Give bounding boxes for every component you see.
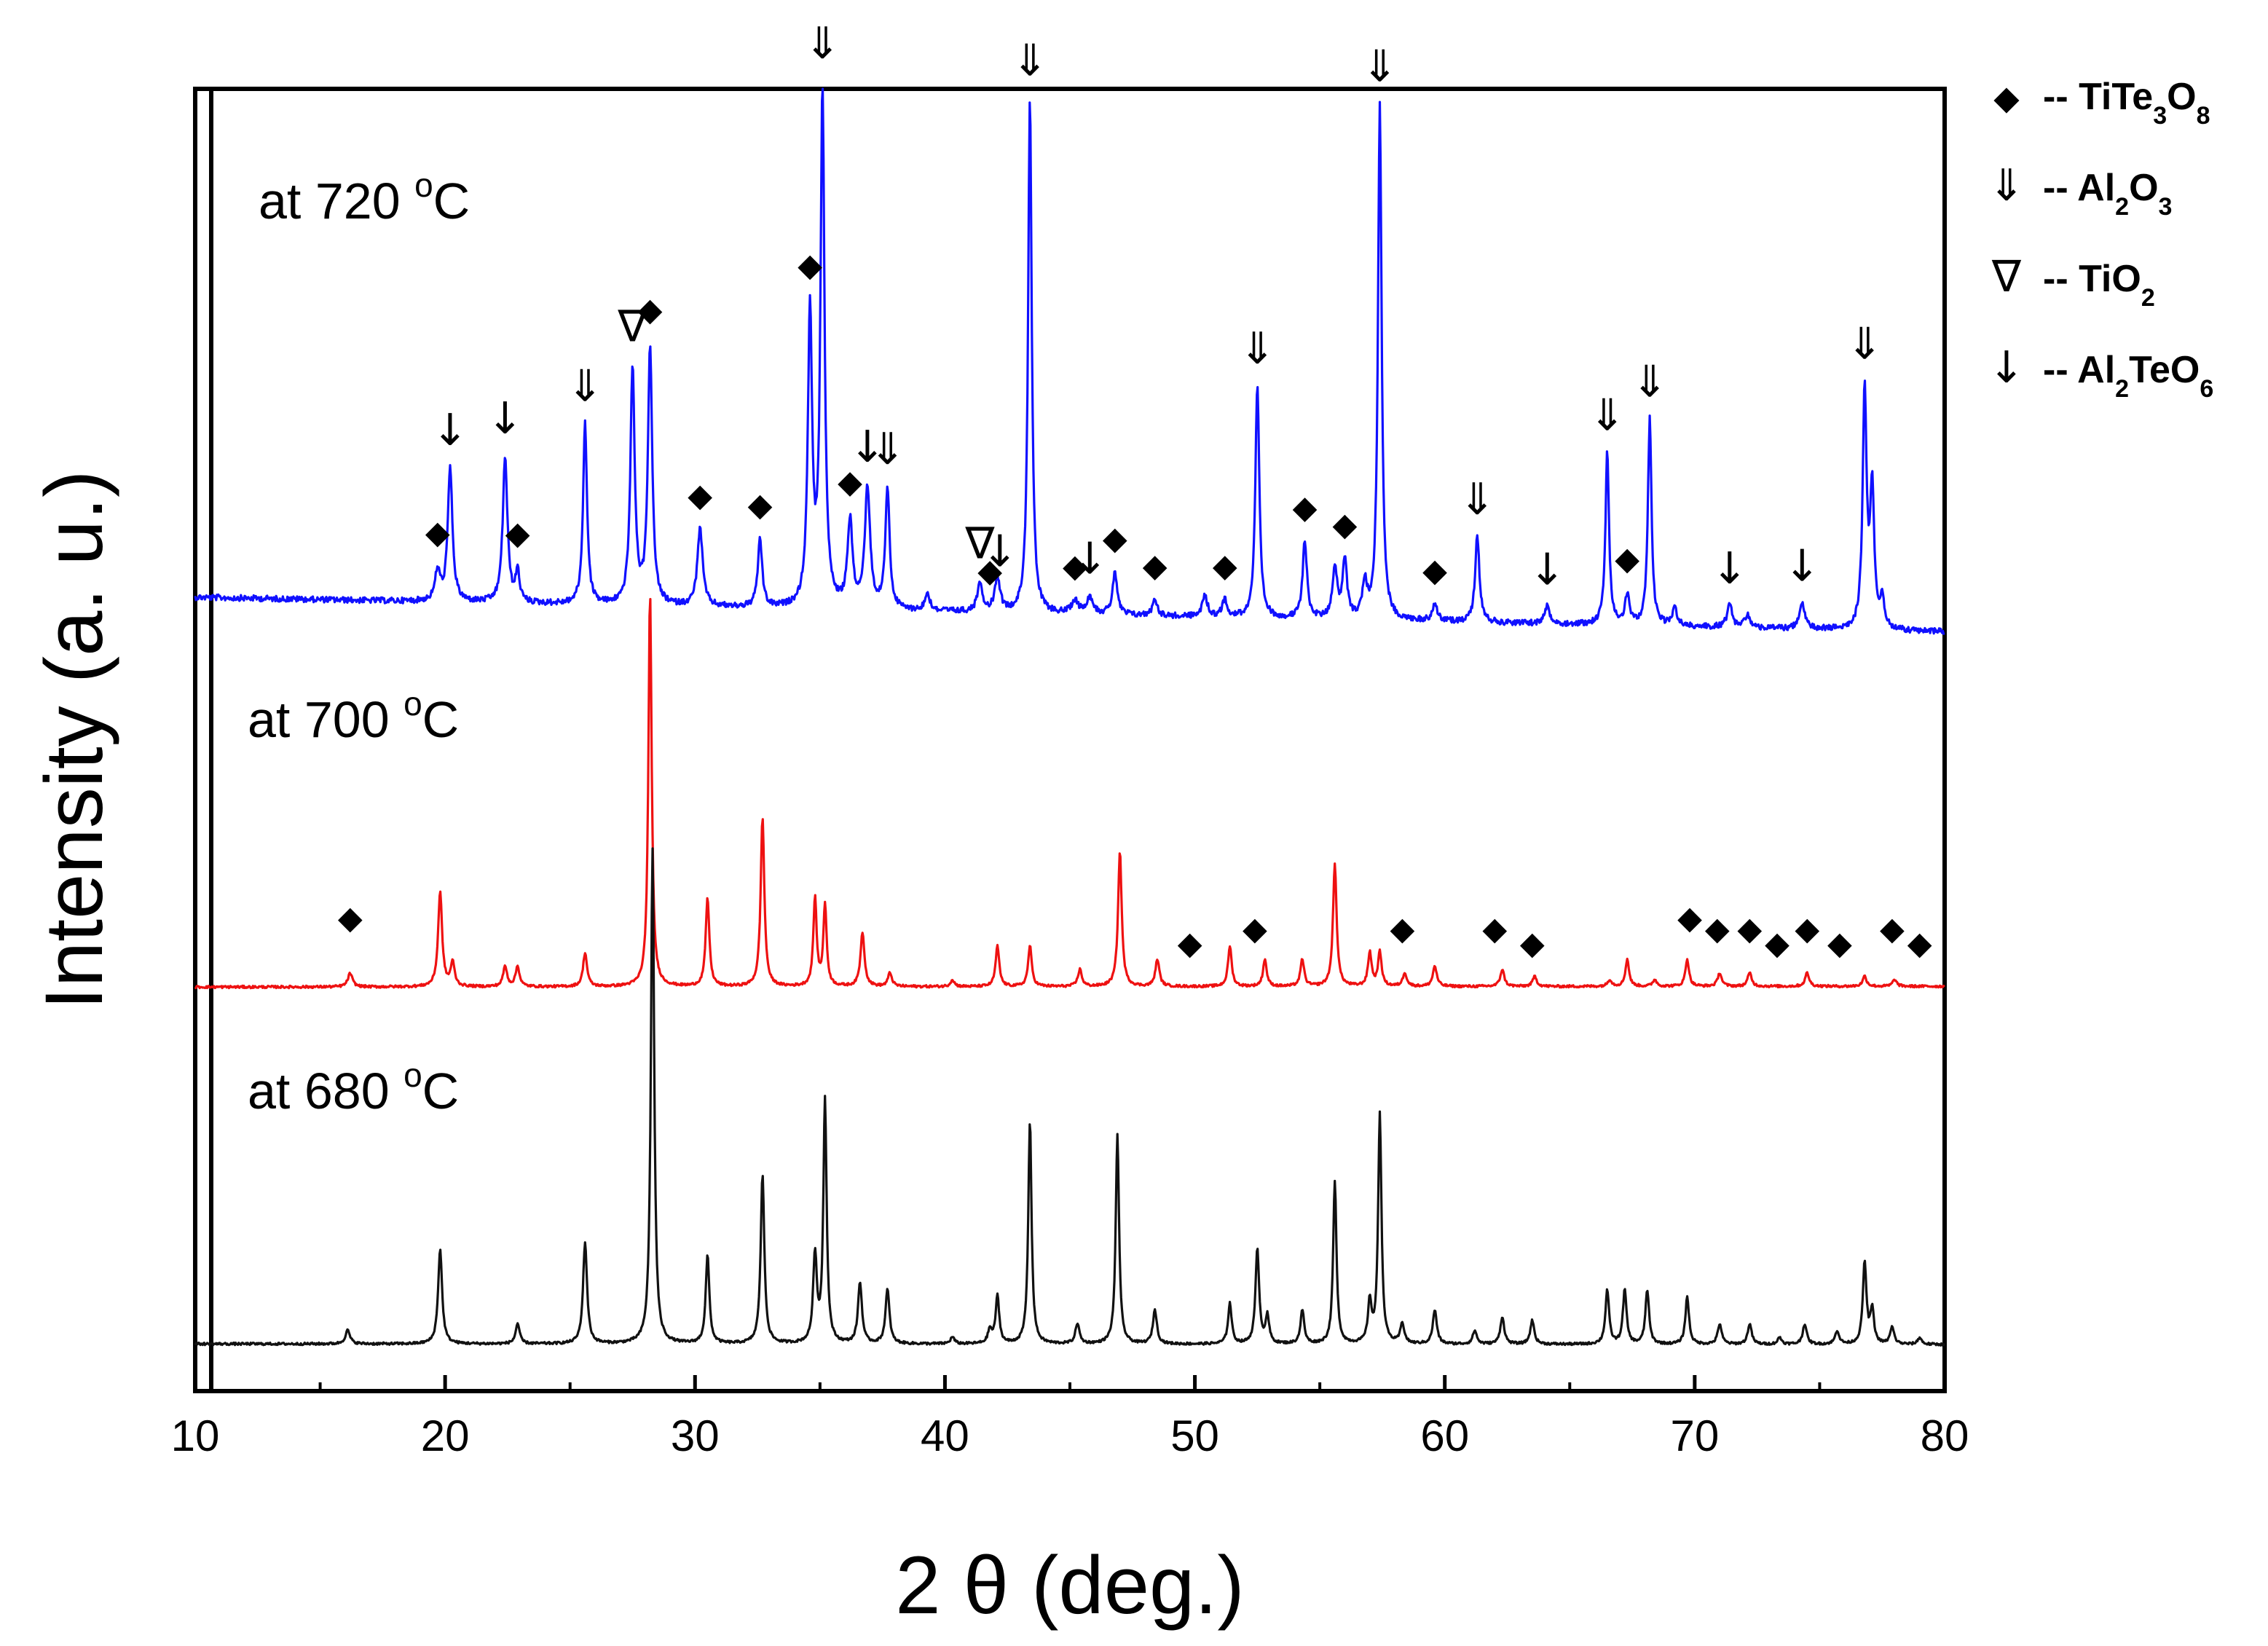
curve-label-2: at 680 oC (248, 1056, 459, 1119)
marker-tite3o8-5: ◆ (1520, 925, 1545, 962)
marker-al2o3-2: ⇓ (1012, 35, 1048, 86)
marker-tite3o8-8: ◆ (1737, 910, 1762, 948)
marker-tite3o8-3: ◆ (688, 477, 712, 514)
marker-tite3o8-13: ◆ (1907, 925, 1932, 962)
legend-symbol-3: ↓ (1988, 342, 2025, 393)
marker-al2o3-8: ⇓ (1846, 319, 1883, 370)
marker-al2teo6-5: ↓ (1529, 544, 1565, 595)
marker-tite3o8-9: ◆ (1103, 520, 1127, 557)
marker-al2o3-7: ⇓ (1631, 357, 1668, 408)
marker-tite3o8-2: ◆ (1243, 910, 1267, 948)
marker-al2o3-6: ⇓ (1589, 390, 1626, 441)
x-axis-title: 2 θ (deg.) (895, 1540, 1244, 1631)
marker-tite3o8-12: ◆ (1293, 489, 1318, 526)
marker-al2teo6-7: ↓ (1784, 540, 1820, 591)
marker-tite3o8-1: ◆ (505, 515, 530, 552)
marker-al2o3-9: ⇓ (869, 424, 905, 475)
legend-label-2: -- TiO2 (2043, 258, 2155, 312)
x-tick-label: 20 (421, 1411, 470, 1460)
marker-al2teo6-4: ↓ (1071, 533, 1108, 584)
marker-tite3o8-1: ◆ (1178, 925, 1202, 962)
marker-tite3o8-0: ◆ (425, 514, 450, 551)
marker-al2teo6-1: ↓ (487, 393, 523, 444)
marker-al2o3-4: ⇓ (1361, 41, 1398, 92)
curve-labels: at 720 oC at 700 oC at 680 oC (248, 166, 470, 1119)
series-line-1 (194, 597, 1945, 990)
phase-markers: ⇓⇓ ⇓⇓⇓⇓⇓⇓⇓⇓↓ ↓↓↓ ↓ ↓ ↓ ↓∇∇◆ ◆◆◆ ◆◆◆◆ ◆◆◆ ◆◆ ◆◆ ◆◆◆ ◆ ◆… (338, 18, 1932, 962)
x-tick-label: 50 (1170, 1411, 1219, 1460)
legend-label-3: -- Al2TeO6 (2043, 349, 2213, 403)
marker-al2teo6-0: ↓ (432, 405, 468, 456)
marker-al2teo6-3: ↓ (982, 527, 1018, 578)
marker-al2teo6-2: ↓ (849, 422, 886, 473)
marker-tio2-1: ∇ (964, 518, 995, 569)
x-tick-label: 80 (1921, 1411, 1969, 1460)
marker-tite3o8-12: ◆ (1880, 910, 1905, 948)
curve-label-1: at 700 oC (248, 685, 459, 748)
legend-label-0: -- TiTe3O8 (2043, 76, 2210, 130)
marker-tite3o8-0: ◆ (338, 899, 363, 937)
legend: ◆ -- TiTe3O8 ⇓ -- Al2O3 ∇ -- TiO2 ↓ -- Al2TeO6 (1988, 76, 2213, 403)
axes: 10 20 30 40 50 60 70 80 2 θ (deg.) Intensity (a. … (28, 470, 1969, 1631)
marker-tite3o8-10: ◆ (1795, 910, 1819, 948)
series-group (194, 87, 1946, 1347)
x-tick-label: 60 (1420, 1411, 1469, 1460)
marker-al2o3-1: ⇓ (804, 18, 840, 69)
marker-tite3o8-4: ◆ (748, 487, 773, 524)
marker-tite3o8-4: ◆ (1482, 910, 1507, 948)
marker-tite3o8-5: ◆ (798, 247, 822, 284)
marker-tite3o8-6: ◆ (838, 463, 862, 500)
legend-symbol-0: ◆ (1993, 78, 2020, 117)
marker-tite3o8-7: ◆ (1705, 910, 1730, 948)
marker-tite3o8-8: ◆ (1063, 548, 1087, 585)
marker-al2o3-0: ⇓ (567, 361, 603, 412)
marker-tite3o8-14: ◆ (1422, 552, 1447, 589)
x-tick-label: 40 (921, 1411, 969, 1460)
marker-tio2-0: ∇ (617, 302, 647, 353)
marker-al2teo6-6: ↓ (1712, 543, 1748, 594)
marker-tite3o8-10: ◆ (1143, 547, 1168, 584)
legend-label-1: -- Al2O3 (2043, 167, 2172, 221)
series-line-0 (194, 87, 1945, 635)
marker-tite3o8-6: ◆ (1677, 899, 1702, 937)
series-line-2 (194, 847, 1946, 1347)
marker-tite3o8-13: ◆ (1333, 506, 1358, 543)
x-tick-label: 30 (671, 1411, 720, 1460)
marker-tite3o8-15: ◆ (1615, 540, 1639, 578)
x-tick-label: 70 (1670, 1411, 1719, 1460)
marker-tite3o8-7: ◆ (977, 552, 1002, 589)
marker-tite3o8-2: ◆ (638, 291, 663, 328)
marker-al2o3-5: ⇓ (1459, 474, 1495, 525)
x-tick-label: 10 (171, 1411, 220, 1460)
y-axis-title: Intensity (a. u.) (28, 470, 119, 1010)
marker-tite3o8-11: ◆ (1213, 547, 1237, 584)
curve-label-0: at 720 oC (259, 166, 470, 229)
legend-symbol-2: ∇ (1991, 251, 2022, 302)
marker-tite3o8-9: ◆ (1765, 925, 1789, 962)
legend-symbol-1: ⇓ (1988, 160, 2025, 211)
marker-tite3o8-11: ◆ (1827, 925, 1852, 962)
marker-tite3o8-3: ◆ (1390, 910, 1414, 948)
marker-al2o3-3: ⇓ (1239, 323, 1275, 374)
